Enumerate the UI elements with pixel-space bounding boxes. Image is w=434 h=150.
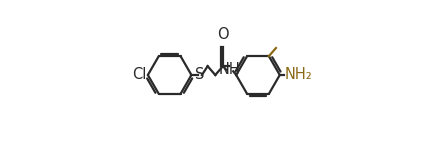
- Text: Cl: Cl: [132, 68, 146, 82]
- Text: NH: NH: [218, 62, 240, 77]
- Text: NH₂: NH₂: [284, 68, 312, 82]
- Text: O: O: [217, 27, 228, 42]
- Text: S: S: [195, 68, 204, 82]
